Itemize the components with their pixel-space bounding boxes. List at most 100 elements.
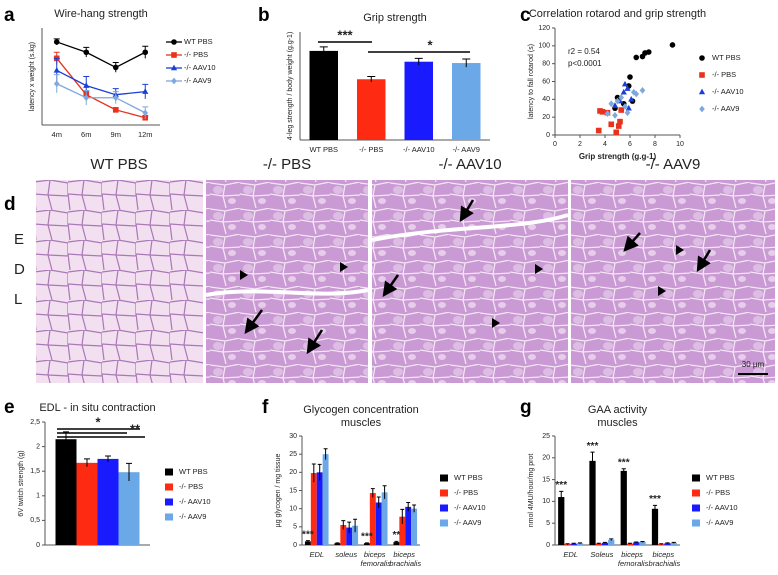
- point: [171, 77, 177, 85]
- point: [83, 94, 90, 102]
- legend-label: -/- AAV9: [184, 76, 211, 85]
- error-bar: [367, 76, 376, 82]
- y-tick-label: 10: [542, 498, 550, 505]
- y-tick-label: 1: [36, 493, 40, 500]
- legend-label: WT PBS: [712, 53, 741, 62]
- bar: [375, 502, 382, 545]
- bar: [608, 539, 615, 545]
- legend-label: WT PBS: [454, 473, 483, 482]
- y-tick-label: 20: [542, 114, 550, 121]
- point: [669, 42, 676, 48]
- error-bar: [347, 521, 352, 534]
- error-bar: [412, 504, 417, 513]
- error-bar: [400, 508, 405, 524]
- y-tick-label: 25: [542, 433, 550, 440]
- error-bar: [317, 463, 322, 481]
- arrowheads: [240, 245, 684, 328]
- annotation: *: [95, 414, 101, 429]
- point: [698, 88, 706, 95]
- bar: [670, 542, 677, 545]
- legend-label: WT PBS: [179, 467, 208, 476]
- legend-swatch: [440, 474, 448, 482]
- series-line: [56, 83, 146, 114]
- tissue-crack: [205, 213, 569, 297]
- panel-letter: d: [4, 194, 16, 215]
- error-bar: [370, 488, 375, 498]
- bar: [369, 493, 376, 545]
- point: [620, 88, 627, 95]
- legend-label: WT PBS: [706, 473, 735, 482]
- bar: [118, 472, 140, 545]
- point: [627, 74, 633, 80]
- legend-label: -/- PBS: [179, 482, 203, 491]
- x-tick-label: -/- AAV9: [453, 145, 480, 154]
- point: [633, 54, 640, 61]
- point: [624, 85, 631, 91]
- annotation: ***: [302, 529, 314, 540]
- bar: [601, 542, 609, 545]
- x-tick-label: biceps brachialis: [389, 550, 421, 568]
- x-tick-label: 6m: [81, 130, 91, 139]
- bar: [381, 492, 388, 545]
- point: [53, 80, 60, 88]
- y-tick-label: 60: [542, 78, 550, 85]
- x-tick-label: 6: [628, 141, 632, 148]
- point: [699, 72, 705, 78]
- bar: [576, 543, 584, 545]
- y-tick-label: 25: [289, 451, 297, 458]
- error-bar: [406, 501, 411, 512]
- micrograph: [372, 180, 568, 383]
- error-bar: [665, 542, 670, 544]
- error-bar: [577, 542, 583, 544]
- y-tick-label: 100: [538, 43, 550, 50]
- y-tick-label: 1,5: [30, 468, 40, 475]
- bar: [76, 462, 98, 545]
- error-bar: [319, 46, 328, 55]
- error-bar: [590, 451, 595, 470]
- bar: [340, 525, 347, 545]
- bar: [363, 543, 370, 545]
- point: [142, 88, 149, 94]
- y-tick-label: 20: [542, 455, 550, 462]
- point: [614, 94, 621, 101]
- error-bar: [63, 431, 69, 447]
- legend-label: -/- PBS: [454, 488, 478, 497]
- bar: [452, 63, 481, 140]
- annotation: ***: [649, 494, 661, 505]
- legend-label: -/- AAV9: [712, 104, 739, 113]
- point: [645, 49, 652, 55]
- annotation: p<0.0001: [568, 59, 602, 68]
- micrograph: [36, 180, 203, 383]
- bar: [411, 508, 418, 545]
- muscle-letter: E: [14, 231, 24, 248]
- bar: [316, 472, 323, 545]
- error-bar: [565, 543, 570, 545]
- y-axis-label: nmol 4MU/hour/mg prot: [528, 454, 535, 528]
- bar: [589, 460, 596, 545]
- error-bar: [621, 468, 626, 474]
- x-tick-label: 4: [603, 141, 607, 148]
- x-tick-label: -/- AAV10: [403, 145, 435, 154]
- error-bar: [323, 448, 328, 460]
- annotation: *: [427, 37, 433, 52]
- y-tick-label: 0: [546, 132, 550, 139]
- y-tick-label: 5: [293, 524, 297, 531]
- group-label: -/- PBS: [263, 156, 311, 173]
- legend-label: -/- AAV9: [706, 518, 733, 527]
- point: [604, 110, 611, 117]
- scale-bar-label: 30 µm: [742, 360, 765, 369]
- point: [53, 67, 60, 73]
- point: [142, 109, 149, 117]
- error-bar: [335, 542, 340, 544]
- annotation: **: [130, 421, 141, 436]
- bar: [352, 525, 359, 545]
- point: [615, 123, 622, 129]
- bar: [393, 542, 400, 545]
- bar: [334, 543, 341, 545]
- y-tick-label: 20: [289, 469, 297, 476]
- y-tick-label: 120: [538, 25, 550, 32]
- point: [142, 49, 149, 56]
- point: [171, 39, 177, 45]
- histology: d E D L WT PBS -/- PBS -/- AAV10 -/- AAV…: [4, 156, 775, 383]
- legend-swatch: [692, 489, 700, 497]
